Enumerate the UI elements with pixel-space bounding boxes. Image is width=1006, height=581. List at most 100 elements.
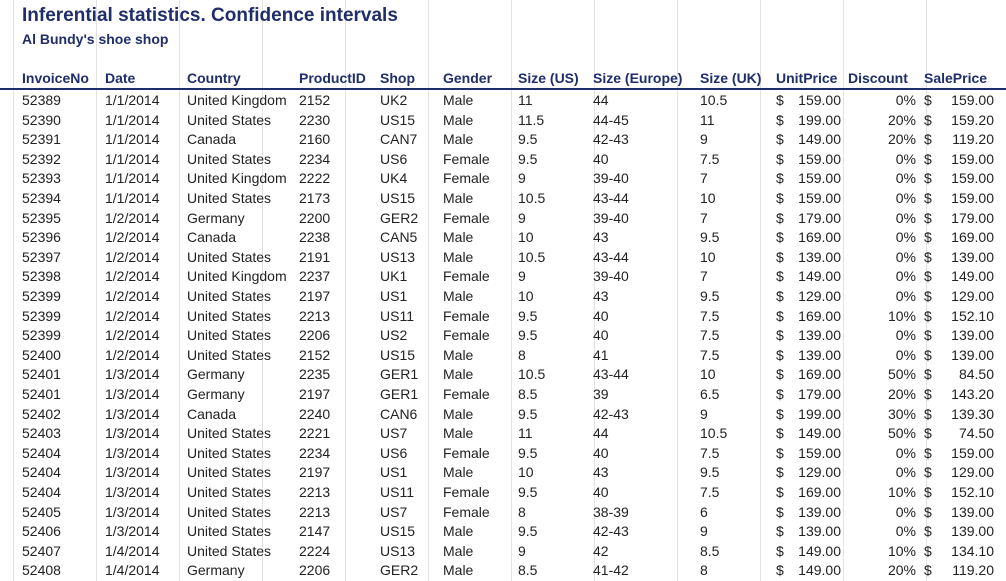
cell-saleprice[interactable]: $139.00 (924, 326, 994, 345)
cell-saleprice[interactable]: $139.30 (924, 405, 994, 424)
cell-date[interactable]: 1/3/2014 (105, 484, 160, 500)
cell-discount[interactable]: 0% (895, 229, 916, 246)
cell-gender[interactable]: Male (443, 523, 474, 540)
cell-saleprice[interactable]: $139.00 (924, 503, 994, 522)
cell-invoiceno[interactable]: 52402 (22, 405, 61, 422)
cell-size-europe[interactable]: 42-43 (593, 131, 629, 148)
cell-saleprice[interactable]: $159.00 (924, 91, 994, 110)
cell-unitprice[interactable]: $199.00 (776, 111, 841, 130)
cell-invoiceno[interactable]: 52399 (22, 327, 61, 344)
cell-size-europe[interactable]: 40 (593, 307, 609, 324)
cell-gender[interactable]: Male (443, 92, 474, 108)
cell-saleprice[interactable]: $159.00 (924, 189, 994, 208)
cell-shop[interactable]: US7 (380, 503, 408, 520)
cell-shop[interactable]: US15 (380, 346, 416, 363)
cell-gender[interactable]: Female (443, 307, 490, 324)
cell-discount[interactable]: 50% (887, 425, 916, 442)
cell-country[interactable]: United States (187, 444, 272, 461)
cell-country[interactable]: Germany (187, 209, 245, 226)
cell-invoiceno[interactable]: 52407 (22, 542, 61, 559)
cell-productid[interactable]: 2152 (299, 346, 331, 363)
cell-size-uk[interactable]: 7.5 (700, 444, 720, 461)
cell-productid[interactable]: 2222 (299, 170, 331, 187)
cell-size-uk[interactable]: 9.5 (700, 464, 720, 481)
cell-saleprice[interactable]: $134.10 (924, 542, 994, 561)
cell-productid[interactable]: 2238 (299, 229, 331, 246)
cell-country[interactable]: United States (187, 503, 272, 520)
cell-size-europe[interactable]: 42-43 (593, 523, 629, 540)
cell-saleprice[interactable]: $119.20 (924, 130, 994, 149)
cell-unitprice[interactable]: $149.00 (776, 542, 841, 561)
cell-date[interactable]: 1/3/2014 (105, 503, 160, 520)
cell-size-us[interactable]: 10.5 (518, 190, 546, 206)
cell-invoiceno[interactable]: 52389 (22, 92, 61, 108)
cell-size-europe[interactable]: 42-43 (593, 405, 629, 422)
cell-saleprice[interactable]: $84.50 (924, 365, 994, 384)
cell-invoiceno[interactable]: 52404 (22, 444, 61, 461)
cell-shop[interactable]: UK2 (380, 92, 408, 108)
cell-gender[interactable]: Female (443, 170, 490, 187)
cell-shop[interactable]: US13 (380, 248, 416, 265)
cell-date[interactable]: 1/2/2014 (105, 288, 160, 304)
cell-productid[interactable]: 2213 (299, 484, 331, 500)
cell-size-europe[interactable]: 43 (593, 464, 609, 481)
cell-country[interactable]: United States (187, 150, 272, 167)
cell-size-us[interactable]: 11 (518, 92, 533, 108)
cell-discount[interactable]: 0% (895, 268, 916, 285)
cell-saleprice[interactable]: $139.00 (924, 522, 994, 541)
cell-gender[interactable]: Male (443, 464, 474, 481)
cell-invoiceno[interactable]: 52399 (22, 288, 61, 304)
cell-discount[interactable]: 20% (887, 562, 916, 579)
cell-size-europe[interactable]: 40 (593, 327, 609, 344)
cell-size-europe[interactable]: 43-44 (593, 190, 629, 206)
cell-saleprice[interactable]: $119.20 (924, 561, 994, 580)
cell-size-europe[interactable]: 42 (593, 542, 609, 559)
cell-invoiceno[interactable]: 52390 (22, 111, 61, 128)
cell-date[interactable]: 1/3/2014 (105, 444, 160, 461)
cell-size-uk[interactable]: 9 (700, 523, 708, 540)
cell-shop[interactable]: GER2 (380, 209, 419, 226)
cell-discount[interactable]: 0% (895, 209, 916, 226)
cell-size-uk[interactable]: 10 (700, 366, 716, 383)
cell-unitprice[interactable]: $129.00 (776, 287, 841, 306)
cell-unitprice[interactable]: $139.00 (776, 503, 841, 522)
cell-gender[interactable]: Male (443, 131, 474, 148)
header-date[interactable]: Date (105, 70, 136, 86)
cell-invoiceno[interactable]: 52391 (22, 131, 61, 148)
cell-saleprice[interactable]: $129.00 (924, 463, 994, 482)
cell-country[interactable]: United Kingdom (187, 170, 287, 187)
cell-invoiceno[interactable]: 52400 (22, 346, 61, 363)
cell-unitprice[interactable]: $169.00 (776, 307, 841, 326)
cell-invoiceno[interactable]: 52404 (22, 464, 61, 481)
cell-productid[interactable]: 2197 (299, 288, 331, 304)
cell-productid[interactable]: 2197 (299, 386, 331, 402)
cell-size-us[interactable]: 10.5 (518, 248, 546, 265)
cell-productid[interactable]: 2234 (299, 150, 331, 167)
cell-saleprice[interactable]: $149.00 (924, 267, 994, 286)
cell-size-europe[interactable]: 40 (593, 444, 609, 461)
cell-date[interactable]: 1/1/2014 (105, 92, 160, 108)
cell-discount[interactable]: 0% (895, 327, 916, 344)
cell-saleprice[interactable]: $143.20 (924, 385, 994, 404)
cell-size-europe[interactable]: 38-39 (593, 503, 629, 520)
cell-date[interactable]: 1/2/2014 (105, 346, 160, 363)
cell-gender[interactable]: Male (443, 190, 474, 206)
cell-size-uk[interactable]: 10 (700, 190, 716, 206)
header-country[interactable]: Country (187, 70, 241, 86)
cell-saleprice[interactable]: $169.00 (924, 228, 994, 247)
cell-size-uk[interactable]: 7 (700, 209, 708, 226)
cell-date[interactable]: 1/4/2014 (105, 562, 160, 579)
header-invoiceno[interactable]: InvoiceNo (22, 70, 89, 86)
cell-gender[interactable]: Male (443, 111, 474, 128)
cell-productid[interactable]: 2235 (299, 366, 331, 383)
cell-invoiceno[interactable]: 52394 (22, 190, 61, 206)
header-unitprice[interactable]: UnitPrice (776, 70, 838, 86)
cell-saleprice[interactable]: $159.00 (924, 169, 994, 188)
cell-gender[interactable]: Female (443, 209, 490, 226)
cell-country[interactable]: United States (187, 425, 272, 442)
cell-invoiceno[interactable]: 52396 (22, 229, 61, 246)
cell-unitprice[interactable]: $129.00 (776, 463, 841, 482)
cell-date[interactable]: 1/3/2014 (105, 405, 160, 422)
cell-productid[interactable]: 2221 (299, 425, 331, 442)
cell-unitprice[interactable]: $139.00 (776, 346, 841, 365)
